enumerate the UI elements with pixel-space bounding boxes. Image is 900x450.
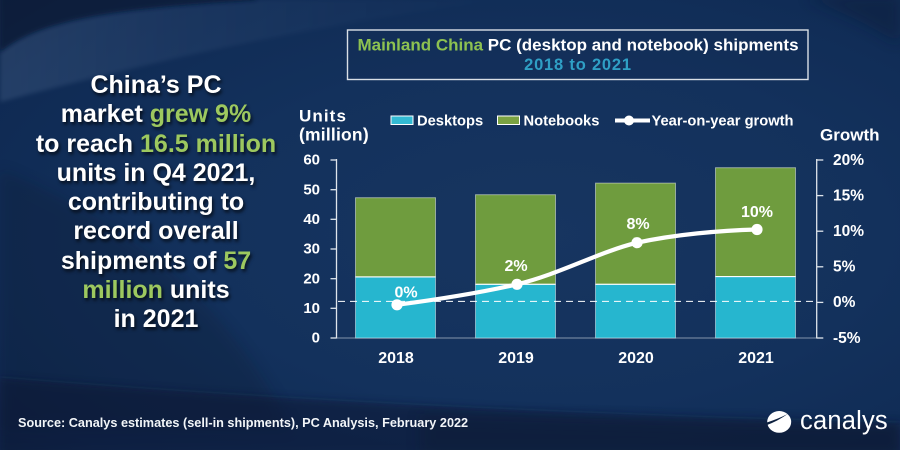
svg-text:10%: 10% xyxy=(741,204,773,221)
svg-text:60: 60 xyxy=(303,152,320,169)
svg-text:Mainland China PC (desktop and: Mainland China PC (desktop and notebook)… xyxy=(357,36,798,55)
svg-text:(million): (million) xyxy=(299,125,369,145)
svg-text:40: 40 xyxy=(303,211,320,228)
svg-text:2%: 2% xyxy=(504,258,527,275)
svg-text:0%: 0% xyxy=(394,285,417,302)
svg-text:5%: 5% xyxy=(833,259,856,276)
svg-text:2021: 2021 xyxy=(738,350,774,367)
svg-text:-5%: -5% xyxy=(833,330,861,347)
svg-text:0: 0 xyxy=(312,330,320,347)
svg-text:Units: Units xyxy=(299,107,347,126)
svg-text:0%: 0% xyxy=(833,294,856,311)
svg-text:20: 20 xyxy=(303,270,320,287)
svg-text:2018: 2018 xyxy=(378,350,414,367)
svg-text:50: 50 xyxy=(303,181,320,198)
svg-text:30: 30 xyxy=(303,241,320,258)
svg-text:Year-on-year growth: Year-on-year growth xyxy=(652,114,794,130)
svg-text:8%: 8% xyxy=(626,216,649,233)
svg-text:10: 10 xyxy=(303,300,320,317)
svg-text:2018 to 2021: 2018 to 2021 xyxy=(524,56,632,74)
svg-text:2020: 2020 xyxy=(618,350,654,367)
svg-text:Notebooks: Notebooks xyxy=(524,114,600,130)
svg-text:10%: 10% xyxy=(833,223,864,240)
svg-text:Desktops: Desktops xyxy=(417,114,483,130)
svg-text:Growth: Growth xyxy=(820,126,880,145)
svg-text:2019: 2019 xyxy=(498,350,534,367)
svg-text:20%: 20% xyxy=(833,152,864,169)
svg-text:canalys: canalys xyxy=(800,407,888,435)
svg-text:15%: 15% xyxy=(833,187,864,204)
